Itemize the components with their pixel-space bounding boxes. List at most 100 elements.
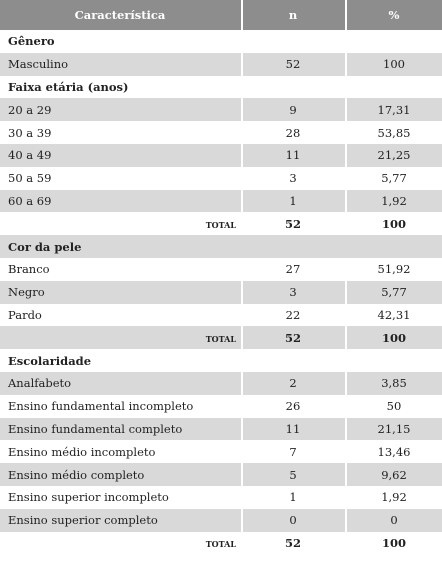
cell: 5,77 xyxy=(381,285,407,300)
data-row: Masculino 52 100 xyxy=(0,52,442,76)
column-divider xyxy=(241,52,243,76)
column-divider xyxy=(241,144,243,167)
header-cell: % xyxy=(388,8,400,22)
cell: Negro xyxy=(8,285,45,300)
column-divider xyxy=(241,98,243,122)
column-divider xyxy=(241,189,243,213)
data-row: Ensino superior completo 0 0 xyxy=(0,508,442,532)
cell: Ensino fundamental completo xyxy=(8,421,183,436)
cell: 9,62 xyxy=(381,467,407,482)
cell: 20 a 29 xyxy=(8,102,52,117)
data-row: Ensino médio incompleto 7 13,46 xyxy=(0,440,442,463)
data-row: 20 a 29 9 17,31 xyxy=(0,98,442,122)
column-divider xyxy=(345,508,347,532)
cell: Masculino xyxy=(8,57,69,72)
section-title: Cor da pele xyxy=(8,239,82,254)
data-row: Branco 27 51,92 xyxy=(0,258,442,281)
header-cell: n xyxy=(288,8,298,22)
column-divider xyxy=(241,326,243,350)
section-title: Gênero xyxy=(8,34,55,49)
cell: 11 xyxy=(285,148,301,163)
column-divider xyxy=(345,0,347,30)
cell: 52 xyxy=(285,57,301,72)
header-row: Característica n% xyxy=(0,0,442,30)
section-title: Escolaridade xyxy=(8,353,92,368)
header-cell: Característica xyxy=(74,8,166,22)
total-cell: 100 xyxy=(381,216,406,231)
cell: 51,92 xyxy=(377,262,411,277)
column-divider xyxy=(241,508,243,532)
cell: 3 xyxy=(289,285,297,300)
cell: 3 xyxy=(289,171,297,186)
cell: 0 xyxy=(390,513,398,528)
cell: Ensino superior completo xyxy=(8,513,158,528)
cell: 60 a 69 xyxy=(8,193,52,208)
total-cell: Total xyxy=(205,535,236,550)
column-divider xyxy=(241,280,243,304)
cell: 13,46 xyxy=(377,444,411,459)
cell: Pardo xyxy=(8,307,42,322)
data-row: Analfabeto 2 3,85 xyxy=(0,372,442,395)
total-cell: 52 xyxy=(284,216,301,231)
data-row: Ensino fundamental incompleto 26 50 xyxy=(0,395,442,418)
cell: 100 xyxy=(383,57,405,72)
column-divider xyxy=(241,417,243,441)
cell: 1 xyxy=(289,193,297,208)
column-divider xyxy=(345,52,347,76)
column-divider xyxy=(345,326,347,350)
cell: 1 xyxy=(289,490,297,505)
cell: 17,31 xyxy=(377,102,411,117)
column-divider xyxy=(345,189,347,213)
section-row: Cor da pele xyxy=(0,235,442,258)
column-divider xyxy=(241,463,243,486)
total-row: Total 52 100 xyxy=(0,212,442,235)
column-divider xyxy=(345,98,347,122)
cell: Branco xyxy=(8,262,50,277)
column-divider xyxy=(241,372,243,395)
data-row: 30 a 39 28 53,85 xyxy=(0,121,442,144)
cell: 3,85 xyxy=(381,376,407,391)
cell: Ensino superior incompleto xyxy=(8,490,169,505)
data-row: 50 a 59 3 5,77 xyxy=(0,167,442,190)
data-row: Negro 3 5,77 xyxy=(0,280,442,304)
cell: 2 xyxy=(289,376,297,391)
cell: Analfabeto xyxy=(8,376,72,391)
cell: Ensino médio completo xyxy=(8,467,145,482)
cell: 26 xyxy=(285,399,301,414)
total-cell: 100 xyxy=(381,330,406,345)
cell: 50 a 59 xyxy=(8,171,52,186)
cell: 28 xyxy=(285,125,301,140)
section-row: Faixa etária (anos) xyxy=(0,76,442,99)
data-row: 40 a 49 11 21,25 xyxy=(0,144,442,167)
cell: 5,77 xyxy=(381,171,407,186)
cell: 53,85 xyxy=(377,125,411,140)
section-row: Gênero xyxy=(0,30,442,53)
cell: 7 xyxy=(289,444,297,459)
total-cell: Total xyxy=(205,330,236,345)
cell: 21,25 xyxy=(377,148,411,163)
data-row: Ensino fundamental completo 11 21,15 xyxy=(0,417,442,441)
data-row: Ensino médio completo 5 9,62 xyxy=(0,463,442,486)
cell: 40 a 49 xyxy=(8,148,52,163)
section-title: Faixa etária (anos) xyxy=(8,79,129,94)
cell: 5 xyxy=(289,467,297,482)
cell: 1,92 xyxy=(381,193,407,208)
data-row: Ensino superior incompleto 1 1,92 xyxy=(0,486,442,509)
cell: 0 xyxy=(289,513,297,528)
data-row: Pardo 22 42,31 xyxy=(0,304,442,327)
cell: 21,15 xyxy=(377,421,411,436)
column-divider xyxy=(345,463,347,486)
cell: 22 xyxy=(285,307,301,322)
cell: 30 a 39 xyxy=(8,125,52,140)
column-divider xyxy=(241,0,243,30)
section-row: Escolaridade xyxy=(0,349,442,372)
column-divider xyxy=(345,417,347,441)
column-divider xyxy=(345,144,347,167)
column-divider xyxy=(345,372,347,395)
cell: 1,92 xyxy=(381,490,407,505)
cell: 42,31 xyxy=(377,307,411,322)
column-divider xyxy=(345,280,347,304)
cell: 9 xyxy=(289,102,297,117)
cell: Ensino médio incompleto xyxy=(8,444,156,459)
